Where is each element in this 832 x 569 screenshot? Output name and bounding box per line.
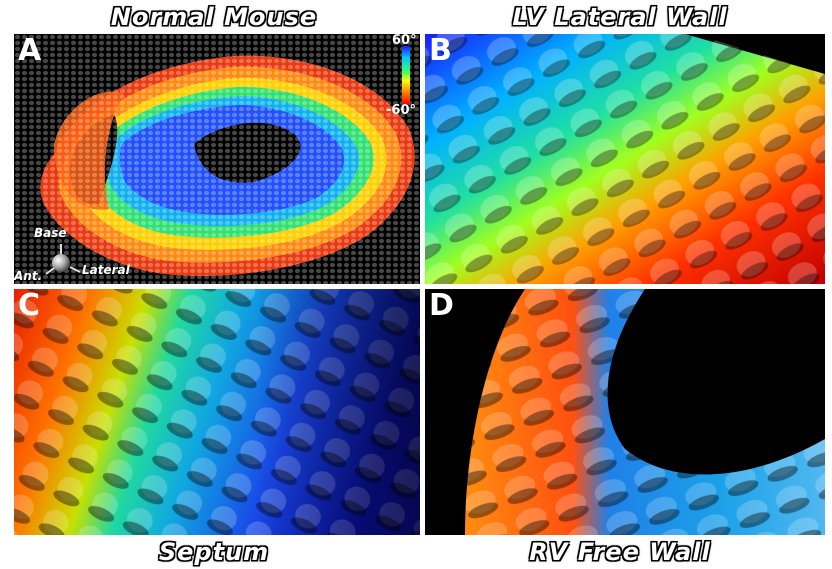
panel-letter-b: B	[429, 34, 452, 68]
colorbar	[402, 46, 410, 104]
title-rv-free-wall: RV Free Wall	[529, 538, 711, 566]
title-normal-mouse: Normal Mouse	[110, 3, 318, 31]
title-septum: Septum	[158, 538, 270, 566]
panel-letter-c: C	[18, 289, 41, 323]
colorbar-min-label: -60°	[386, 103, 416, 118]
panel-c-septum: C	[14, 289, 420, 535]
panel-a-normal-mouse: A 60° -60° Base Ant. Lateral	[14, 34, 420, 284]
panel-b-lv-lateral-wall: B	[425, 34, 825, 284]
title-lv-lateral-wall: LV Lateral Wall	[512, 3, 728, 31]
orientation-sphere-icon	[52, 254, 70, 272]
orientation-anterior-label: Ant.	[14, 269, 43, 283]
heart-fiber-ring-image	[14, 34, 420, 284]
panel-letter-d: D	[429, 289, 454, 323]
septum-fiber-image	[14, 289, 420, 535]
orientation-lateral-label: Lateral	[82, 263, 130, 277]
panel-letter-a: A	[18, 34, 42, 68]
colorbar-max-label: 60°	[392, 34, 417, 48]
lv-lateral-wall-fiber-image	[425, 34, 825, 284]
orientation-base-label: Base	[34, 226, 67, 240]
rv-free-wall-fiber-image	[425, 289, 825, 535]
panel-d-rv-free-wall: D	[425, 289, 825, 535]
